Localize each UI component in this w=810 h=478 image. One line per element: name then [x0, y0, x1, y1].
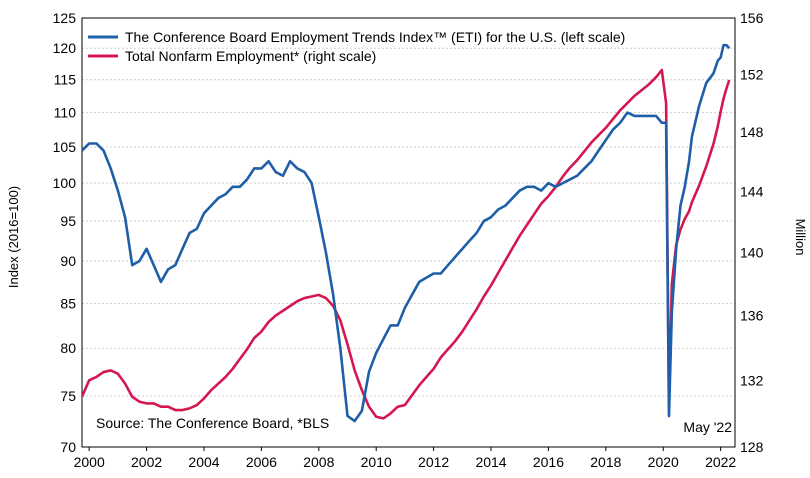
x-tick-4: 2008 — [303, 454, 334, 470]
left-y-tick-6: 100 — [53, 175, 77, 191]
source-note: Source: The Conference Board, *BLS — [96, 415, 329, 431]
left-y-tick-9: 115 — [54, 72, 77, 88]
left-y-tick-2: 80 — [60, 340, 76, 356]
left-y-tick-7: 105 — [53, 139, 77, 155]
left-y-tick-0: 70 — [60, 439, 76, 455]
series-line-nonfarm — [80, 68, 731, 420]
x-tick-7: 2014 — [475, 454, 506, 470]
x-tick-10: 2020 — [648, 454, 679, 470]
x-tick-2: 2004 — [188, 454, 219, 470]
right-y-tick-7: 156 — [740, 10, 764, 26]
left-y-tick-4: 90 — [60, 253, 76, 269]
left-y-tick-11: 125 — [53, 10, 77, 26]
x-tick-11: 2022 — [705, 454, 736, 470]
right-axis-title: Million — [793, 219, 808, 256]
x-tick-marks — [88, 447, 722, 451]
left-y-tick-1: 75 — [60, 388, 76, 404]
x-tick-8: 2016 — [533, 454, 564, 470]
left-y-tick-labels: 70 75 80 85 90 95 100 105 110 115 120 125 — [53, 10, 77, 455]
right-y-tick-3: 140 — [740, 245, 764, 261]
gridlines — [82, 17, 735, 448]
right-y-tick-2: 136 — [740, 308, 764, 324]
left-y-tick-5: 95 — [60, 213, 76, 229]
right-y-tick-0: 128 — [740, 439, 764, 455]
right-y-tick-1: 132 — [740, 372, 764, 388]
legend: The Conference Board Employment Trends I… — [88, 29, 625, 64]
x-tick-0: 2000 — [74, 454, 105, 470]
date-note: May '22 — [683, 419, 732, 435]
x-tick-5: 2010 — [361, 454, 392, 470]
x-tick-9: 2018 — [590, 454, 621, 470]
right-y-tick-4: 144 — [740, 184, 764, 200]
legend-label-nonfarm: Total Nonfarm Employment* (right scale) — [125, 48, 376, 64]
x-tick-6: 2012 — [418, 454, 449, 470]
right-y-tick-labels: 128 132 136 140 144 148 152 156 — [740, 10, 764, 455]
left-y-tick-3: 85 — [60, 295, 76, 311]
left-y-tick-10: 120 — [53, 40, 77, 56]
series-line-eti — [81, 43, 731, 423]
series-lines — [80, 43, 731, 423]
right-y-tick-6: 152 — [740, 66, 764, 82]
left-axis-title: Index (2016=100) — [6, 186, 21, 288]
x-tick-3: 2006 — [246, 454, 277, 470]
x-tick-labels: 2000 2002 2004 2006 2008 2010 2012 2014 2016 2018… — [74, 454, 737, 470]
legend-label-eti: The Conference Board Employment Trends I… — [125, 29, 625, 45]
right-y-tick-5: 148 — [740, 124, 764, 140]
plot-frame — [81, 17, 736, 448]
x-tick-1: 2002 — [131, 454, 162, 470]
left-y-tick-8: 110 — [54, 105, 77, 121]
